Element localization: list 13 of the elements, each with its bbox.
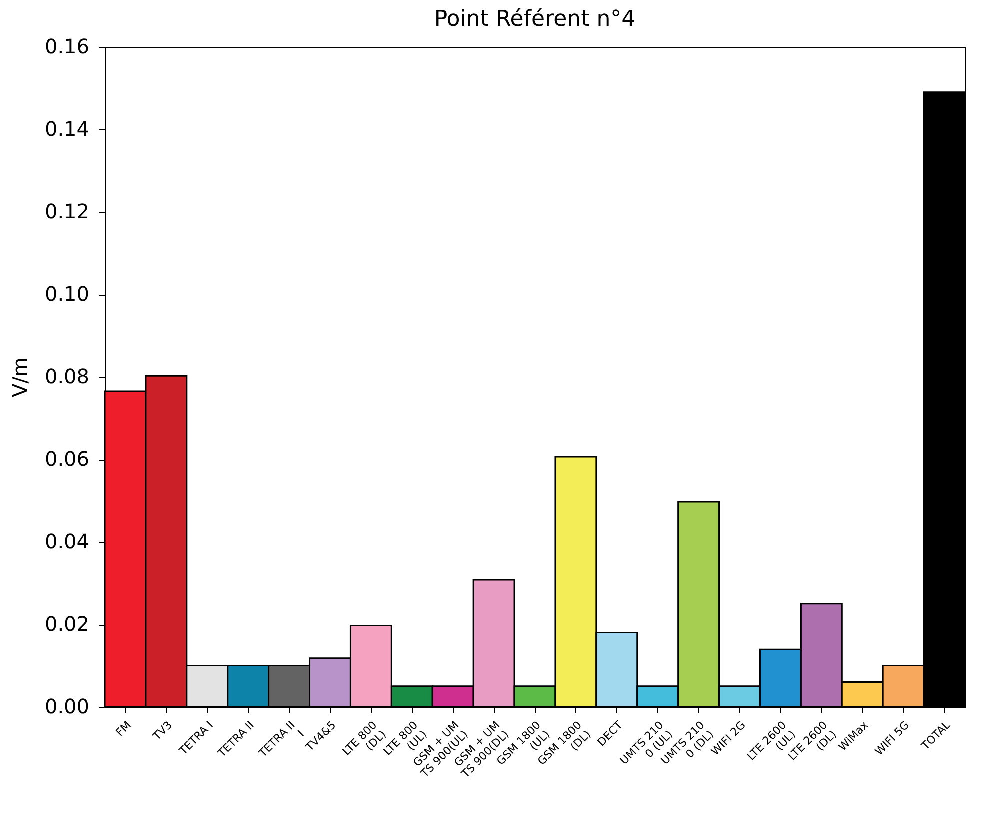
y-axis-title: V/m [8, 358, 32, 398]
chart-title: Point Référent n°4 [434, 7, 636, 32]
y-tick-label: 0.14 [44, 117, 90, 141]
y-tick-label: 0.02 [44, 612, 90, 636]
y-tick-label: 0.10 [44, 282, 90, 306]
y-tick-label: 0.04 [44, 530, 90, 554]
y-tick-label: 0.00 [44, 694, 90, 718]
x-tick-label: TV3 [150, 718, 175, 744]
y-tick-label: 0.12 [44, 200, 90, 224]
y-tick-label: 0.16 [44, 34, 90, 58]
y-tick-label: 0.06 [44, 447, 90, 471]
y-tick-label: 0.08 [44, 364, 90, 388]
x-tick-label: FM [114, 718, 134, 740]
